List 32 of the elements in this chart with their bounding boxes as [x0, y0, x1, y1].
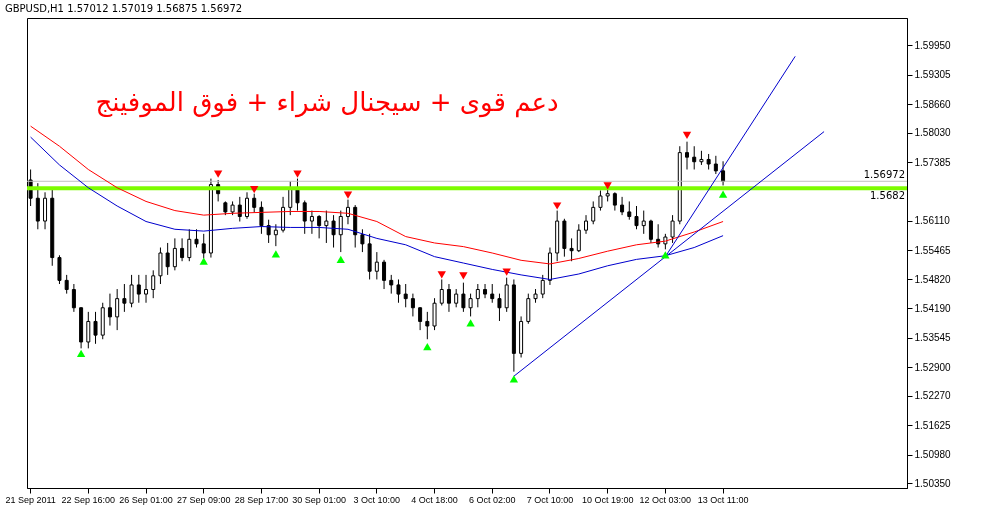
chart-title: GBPUSD,H1 1.57012 1.57019 1.56875 1.56972: [4, 3, 243, 14]
y-tick-label: 1.52270: [914, 390, 952, 402]
x-tick-label: 7 Oct 10:00: [526, 494, 574, 505]
x-tick-label: 26 Sep 01:00: [119, 494, 173, 505]
x-tick-label: 6 Oct 02:00: [468, 494, 516, 505]
y-tick-label: 1.58030: [914, 127, 952, 139]
x-tick-label: 28 Sep 17:00: [234, 494, 289, 505]
y-tick-label: 1.56110: [914, 215, 951, 227]
x-tick-label: 22 Sep 16:00: [61, 494, 116, 505]
annotation: دعم قوى + سيجنال شراء + فوق الموفينج: [95, 87, 559, 118]
y-tick-label: 1.54190: [914, 302, 952, 314]
x-tick-label: 30 Sep 01:00: [292, 494, 346, 505]
x-tick-label: 13 Oct 11:00: [697, 494, 749, 505]
x-tick-label: 10 Oct 19:00: [581, 494, 634, 505]
x-tick-label: 12 Oct 03:00: [639, 494, 692, 505]
y-tick-label: 1.59305: [914, 69, 952, 81]
y-tick-label: 1.57385: [914, 156, 952, 168]
x-tick-label: 27 Sep 09:00: [176, 494, 231, 505]
y-tick-label: 1.50980: [914, 449, 952, 461]
y-tick-label: 1.52900: [914, 361, 952, 373]
x-tick-label: 4 Oct 18:00: [411, 494, 458, 505]
ref-line-label: 1.5682: [870, 190, 905, 202]
ref-line-label: 1.56972: [863, 169, 905, 181]
y-tick-label: 1.51625: [914, 419, 952, 431]
y-tick-label: 1.55465: [914, 244, 952, 256]
x-tick-label: 21 Sep 2011: [5, 494, 56, 505]
y-tick-label: 1.59950: [914, 39, 952, 51]
y-tick-label: 1.54820: [914, 273, 952, 285]
y-tick-label: 1.58660: [914, 98, 952, 110]
x-tick-label: 3 Oct 10:00: [353, 494, 401, 505]
y-tick-label: 1.53545: [914, 332, 952, 344]
y-tick-label: 1.50350: [914, 477, 952, 489]
